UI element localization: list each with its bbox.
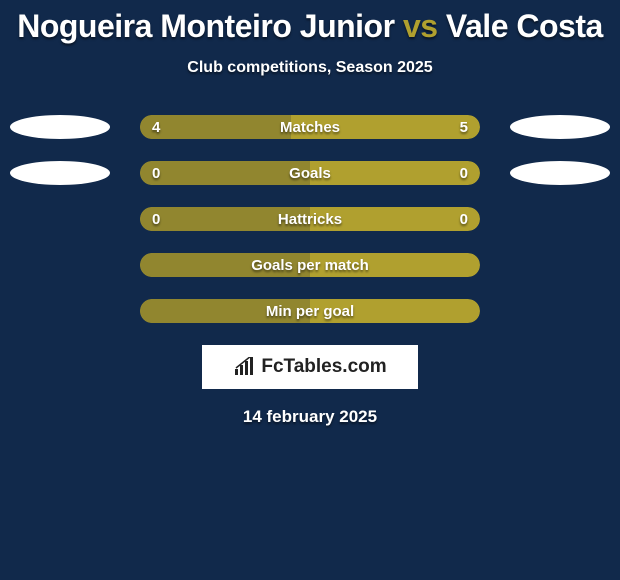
subtitle: Club competitions, Season 2025 — [0, 59, 620, 77]
team-badge-right — [510, 115, 610, 139]
chart-icon — [233, 357, 257, 377]
stat-row: Matches4 5 — [0, 115, 620, 139]
comparison-bars: Matches45Goals00Hattricks00Goals per mat… — [0, 115, 620, 323]
stat-value-right: 0 — [460, 161, 468, 185]
stat-bar: Hattricks0 0 — [140, 207, 480, 231]
stat-row: Goals0 0 — [0, 161, 620, 185]
player2-name: Vale Costa — [446, 8, 603, 44]
stat-label: Min per goal — [140, 299, 480, 323]
vs-label: vs — [403, 8, 438, 44]
page-title: Nogueira Monteiro Junior vs Vale Costa — [0, 0, 620, 45]
logo-box: FcTables.com — [202, 345, 418, 389]
stat-bar: Goals0 0 — [140, 161, 480, 185]
stat-bar: Matches4 5 — [140, 115, 480, 139]
stat-value-right: 0 — [460, 207, 468, 231]
stat-value-left: 4 — [152, 115, 160, 139]
stat-label: Goals per match — [140, 253, 480, 277]
logo-text: FcTables.com — [261, 356, 386, 378]
player1-name: Nogueira Monteiro Junior — [17, 8, 394, 44]
stat-label: Matches — [140, 115, 480, 139]
team-badge-right — [510, 161, 610, 185]
stat-row: Min per goal — [0, 299, 620, 323]
stat-value-right: 5 — [460, 115, 468, 139]
stat-row: Goals per match — [0, 253, 620, 277]
stat-value-left: 0 — [152, 161, 160, 185]
stat-label: Hattricks — [140, 207, 480, 231]
stat-row: Hattricks0 0 — [0, 207, 620, 231]
stat-bar: Goals per match — [140, 253, 480, 277]
stat-value-left: 0 — [152, 207, 160, 231]
stat-label: Goals — [140, 161, 480, 185]
stat-bar: Min per goal — [140, 299, 480, 323]
date-label: 14 february 2025 — [0, 407, 620, 427]
team-badge-left — [10, 161, 110, 185]
team-badge-left — [10, 115, 110, 139]
